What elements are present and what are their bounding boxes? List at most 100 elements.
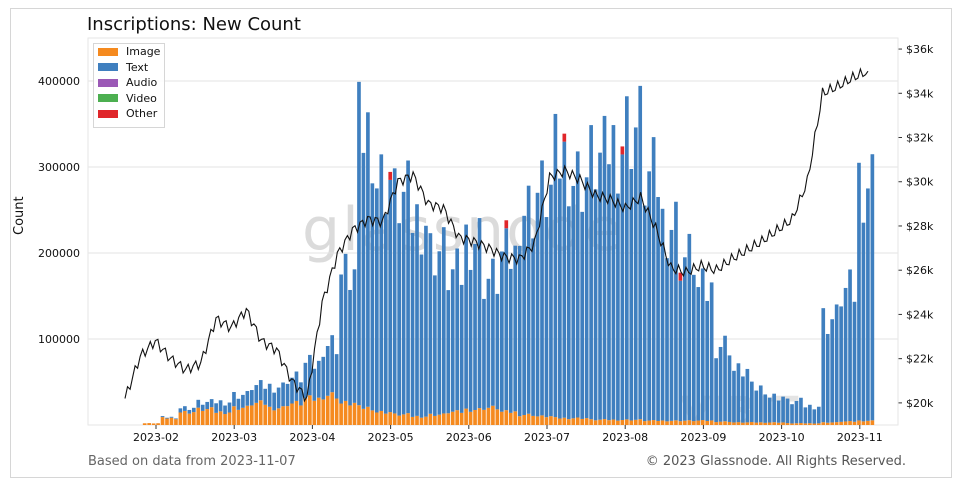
- bar-image: [785, 423, 790, 425]
- bar-text: [294, 371, 299, 401]
- x-tick-label: 2023-05: [368, 431, 414, 444]
- bar-text: [517, 245, 522, 417]
- bar-image: [455, 410, 460, 425]
- bar-text: [227, 402, 232, 413]
- btc-price-line: [124, 67, 869, 403]
- bar-image: [825, 422, 830, 425]
- data-source-note: Based on data from 2023-11-07: [88, 454, 296, 469]
- bar-image: [526, 413, 531, 425]
- x-tick-label: 2023-07: [524, 431, 570, 444]
- bar-image: [700, 420, 705, 425]
- bar-image: [241, 407, 245, 425]
- bar-text: [232, 391, 236, 407]
- x-tick-label: 2023-09: [680, 431, 726, 444]
- bar-image: [250, 405, 254, 425]
- bar-text: [473, 244, 477, 410]
- bar-text: [178, 408, 183, 413]
- bar-text: [183, 406, 187, 411]
- bar-image: [361, 408, 366, 425]
- bar-image: [558, 418, 562, 425]
- bar-image: [589, 419, 593, 425]
- bar-other: [620, 146, 625, 155]
- bar-text: [799, 397, 803, 424]
- bar-text: [397, 223, 401, 416]
- legend-label: Audio: [126, 76, 158, 90]
- bar-text: [696, 287, 701, 421]
- bar-image: [816, 423, 821, 425]
- bar-text: [464, 224, 468, 409]
- bar-text: [196, 399, 201, 408]
- bar-image: [325, 395, 330, 425]
- bar-image: [625, 419, 629, 425]
- chart-title: Inscriptions: New Count: [87, 14, 301, 35]
- bar-text: [455, 248, 460, 411]
- bar-text: [482, 298, 486, 410]
- bar-image: [790, 423, 794, 425]
- bar-text: [763, 394, 768, 423]
- bar-text: [620, 154, 625, 420]
- bar-image: [477, 408, 482, 425]
- bar-text: [616, 193, 620, 421]
- x-tick-label: 2023-03: [211, 431, 257, 444]
- bar-text: [299, 382, 303, 406]
- bar-image: [303, 398, 308, 425]
- bar-text: [781, 396, 785, 423]
- bar-image: [508, 412, 513, 425]
- bar-image: [566, 419, 571, 425]
- bar-text: [459, 284, 464, 413]
- bar-other: [678, 272, 683, 281]
- bar-image: [316, 397, 321, 425]
- bar-text: [593, 189, 598, 421]
- bar-text: [205, 401, 210, 410]
- bar-image: [191, 412, 196, 425]
- bar-image: [691, 421, 696, 425]
- bar-text: [522, 215, 526, 415]
- bar-image: [258, 400, 263, 425]
- bar-image: [330, 392, 335, 425]
- bar-image: [665, 421, 669, 425]
- bar-image: [263, 404, 268, 425]
- y-right-tick-label: $28k: [906, 220, 934, 233]
- bar-text: [388, 179, 393, 413]
- bar-text: [790, 404, 794, 424]
- bar-image: [218, 411, 223, 425]
- bar-image: [522, 414, 526, 425]
- bar-text: [808, 404, 812, 424]
- bar-text: [383, 213, 388, 414]
- bar-image: [142, 423, 147, 425]
- bar-image: [687, 420, 692, 425]
- bar-image: [727, 421, 732, 425]
- bar-text: [424, 225, 428, 417]
- y-left-tick-label: 300000: [38, 161, 80, 174]
- bar-text: [325, 346, 330, 396]
- chart-legend: Image Text Audio Video Other: [93, 43, 165, 128]
- bar-image: [812, 423, 817, 425]
- bar-text: [598, 152, 602, 420]
- bar-text: [839, 306, 843, 422]
- bar-text: [772, 393, 776, 423]
- bar-text: [366, 112, 370, 407]
- bar-text: [486, 278, 491, 408]
- bar-text: [410, 232, 415, 417]
- bar-image: [642, 421, 647, 425]
- bar-text: [852, 301, 857, 422]
- bar-image: [656, 420, 660, 425]
- bar-image: [200, 410, 205, 425]
- legend-label: Video: [126, 91, 157, 105]
- bar-image: [308, 395, 312, 425]
- bar-text: [263, 388, 268, 405]
- bar-image: [321, 399, 326, 425]
- bar-image: [553, 417, 558, 425]
- legend-label: Image: [126, 45, 161, 59]
- y-right-tick-label: $34k: [906, 87, 934, 100]
- bar-text: [544, 217, 549, 418]
- bar-text: [491, 258, 495, 406]
- bar-image: [584, 418, 589, 425]
- bar-text: [816, 406, 821, 424]
- bar-image: [406, 413, 410, 425]
- bar-text: [419, 254, 424, 418]
- bar-image: [495, 409, 500, 425]
- bar-text: [495, 293, 500, 410]
- bar-image: [571, 418, 576, 425]
- bar-text: [607, 164, 611, 421]
